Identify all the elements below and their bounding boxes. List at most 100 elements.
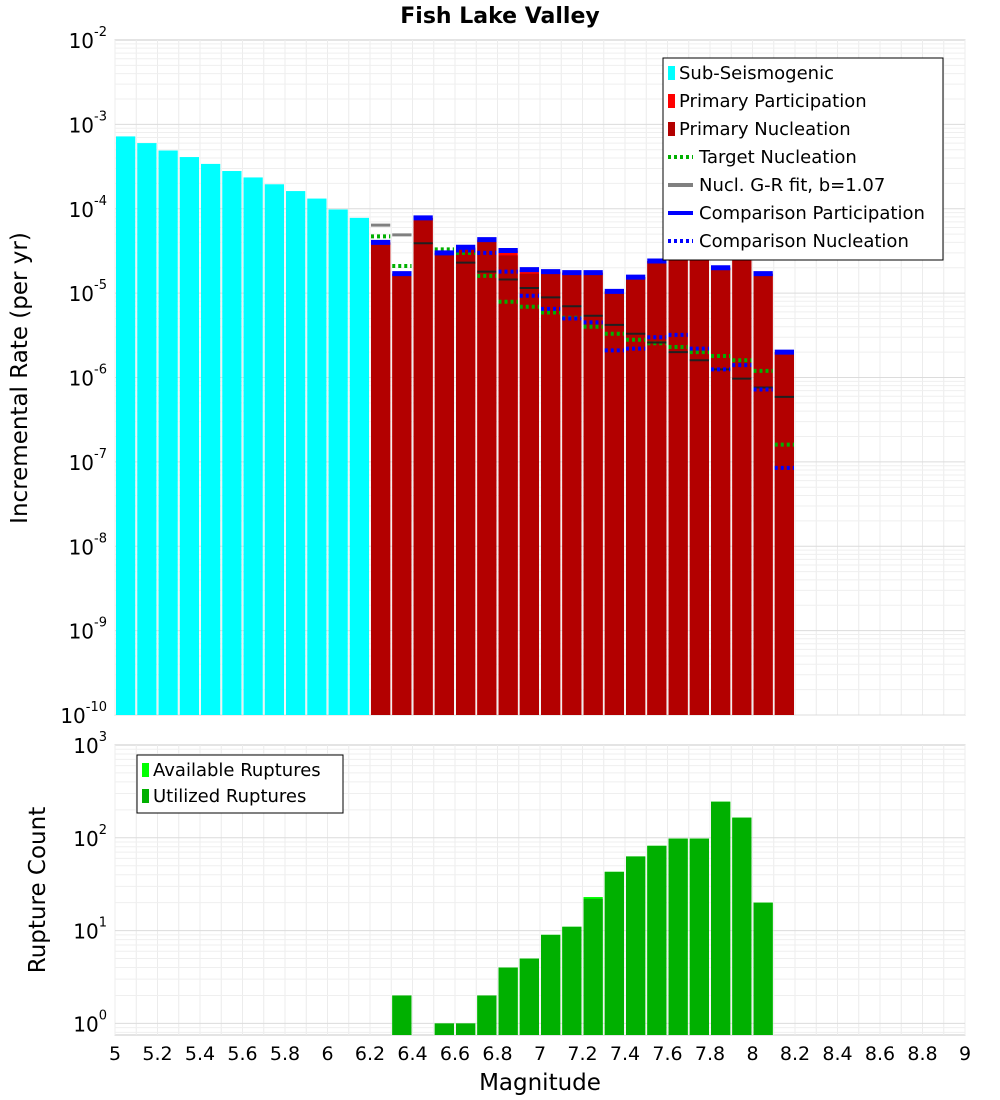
tick-base: 10 xyxy=(69,282,94,306)
count-legend: Available Ruptures Utilized Ruptures xyxy=(136,754,344,814)
legend-swatch xyxy=(668,94,675,108)
bar-primary-nucleation xyxy=(519,273,539,715)
bar-utilized-ruptures xyxy=(711,801,731,1035)
x-tick-label: 9 xyxy=(959,1043,971,1065)
tick-exponent: -2 xyxy=(94,25,107,40)
tick-exponent: -10 xyxy=(86,700,107,715)
tick-base: 10 xyxy=(73,734,98,758)
bar-primary-nucleation xyxy=(392,273,412,715)
x-tick-label: 8.6 xyxy=(865,1043,895,1065)
rate-y-tick-label: 10-7 xyxy=(69,447,107,475)
legend-label: Nucl. G-R fit, b=1.07 xyxy=(699,175,885,196)
tick-base: 10 xyxy=(73,827,98,851)
legend-label: Sub-Seismogenic xyxy=(679,63,834,84)
tick-exponent: 3 xyxy=(99,730,107,745)
bar-utilized-ruptures xyxy=(626,856,646,1035)
bar-utilized-ruptures xyxy=(434,1023,454,1035)
bar-utilized-ruptures xyxy=(689,838,709,1035)
rate-y-tick-label: 10-4 xyxy=(69,194,107,222)
tick-exponent: 2 xyxy=(99,823,107,838)
tick-exponent: -4 xyxy=(94,194,107,209)
x-tick-label: 5.2 xyxy=(142,1043,172,1065)
bar-sub-seismogenic xyxy=(222,171,242,715)
legend-label: Available Ruptures xyxy=(153,760,321,781)
rate-y-tick-label: 10-9 xyxy=(69,616,107,644)
x-tick-label: 7.4 xyxy=(610,1043,640,1065)
tick-exponent: -8 xyxy=(94,531,107,546)
chart-title: Fish Lake Valley xyxy=(400,4,599,29)
bar-sub-seismogenic xyxy=(307,198,327,716)
count-y-tick-label: 100 xyxy=(73,1008,107,1036)
legend-swatch xyxy=(668,66,675,80)
rate-y-axis-label: Incremental Rate (per yr) xyxy=(7,232,33,524)
bar-primary-nucleation xyxy=(434,252,454,715)
bar-primary-nucleation xyxy=(626,277,646,715)
bar-sub-seismogenic xyxy=(328,209,348,715)
x-tick-label: 5 xyxy=(109,1043,121,1065)
x-tick-label: 6.6 xyxy=(440,1043,470,1065)
bar-primary-nucleation xyxy=(732,251,752,715)
count-y-tick-label: 102 xyxy=(73,823,107,851)
x-tick-label: 5.6 xyxy=(227,1043,257,1065)
bar-primary-nucleation xyxy=(456,248,476,715)
x-axis-label: Magnitude xyxy=(479,1070,601,1096)
bar-utilized-ruptures xyxy=(498,967,518,1035)
bar-primary-nucleation xyxy=(774,352,794,715)
bar-sub-seismogenic xyxy=(349,217,369,715)
rate-lines xyxy=(371,215,794,470)
bar-sub-seismogenic xyxy=(116,136,136,715)
count-bars xyxy=(392,801,773,1035)
bar-sub-seismogenic xyxy=(137,143,157,715)
tick-base: 10 xyxy=(69,29,94,53)
bar-primary-nucleation xyxy=(371,242,391,716)
bar-primary-nucleation xyxy=(541,271,561,715)
bar-primary-nucleation xyxy=(498,255,518,715)
tick-base: 10 xyxy=(73,920,98,944)
tick-base: 10 xyxy=(69,535,94,559)
bar-utilized-ruptures xyxy=(562,926,582,1035)
rate-legend: Sub-Seismogenic Primary Participation Prim… xyxy=(662,57,944,261)
tick-exponent: -6 xyxy=(94,363,107,378)
bar-sub-seismogenic xyxy=(179,157,199,715)
bar-primary-nucleation xyxy=(689,254,709,715)
bar-utilized-ruptures xyxy=(647,845,667,1035)
count-y-tick-label: 103 xyxy=(73,730,107,758)
legend-label: Target Nucleation xyxy=(698,147,857,168)
legend-label: Primary Nucleation xyxy=(679,119,851,140)
legend-box xyxy=(136,754,344,814)
bar-primary-nucleation xyxy=(604,291,624,715)
x-tick-label: 6.8 xyxy=(482,1043,512,1065)
rate-y-tick-label: 10-8 xyxy=(69,531,107,559)
tick-base: 10 xyxy=(69,367,94,391)
tick-exponent: 1 xyxy=(99,916,107,931)
legend-swatch xyxy=(142,763,149,777)
count-y-axis-label: Rupture Count xyxy=(25,807,51,973)
rate-y-tick-label: 10-2 xyxy=(69,25,107,53)
bar-sub-seismogenic xyxy=(264,184,284,716)
rate-y-ticks: 10-210-310-410-510-610-710-810-910-10 xyxy=(60,25,107,728)
bar-sub-seismogenic xyxy=(201,163,221,715)
bar-primary-nucleation xyxy=(562,272,582,715)
tick-base: 10 xyxy=(69,113,94,137)
tick-exponent: -9 xyxy=(94,616,107,631)
bar-primary-nucleation xyxy=(413,217,433,715)
bar-utilized-ruptures xyxy=(519,958,539,1035)
x-tick-label: 6.4 xyxy=(397,1043,427,1065)
bar-sub-seismogenic xyxy=(286,191,306,716)
tick-base: 10 xyxy=(69,198,94,222)
bar-utilized-ruptures xyxy=(604,871,624,1035)
x-tick-label: 5.4 xyxy=(185,1043,215,1065)
rate-panel: 10-210-310-410-510-610-710-810-910-10 Fi… xyxy=(7,4,966,728)
x-tick-label: 7.8 xyxy=(695,1043,725,1065)
tick-base: 10 xyxy=(60,704,85,728)
bar-utilized-ruptures xyxy=(583,898,603,1035)
legend-swatch xyxy=(142,789,149,803)
x-tick-label: 6 xyxy=(321,1043,333,1065)
tick-base: 10 xyxy=(69,451,94,475)
legend-swatch xyxy=(668,122,675,136)
rate-y-tick-label: 10-6 xyxy=(69,363,107,391)
bar-utilized-ruptures xyxy=(392,995,412,1035)
